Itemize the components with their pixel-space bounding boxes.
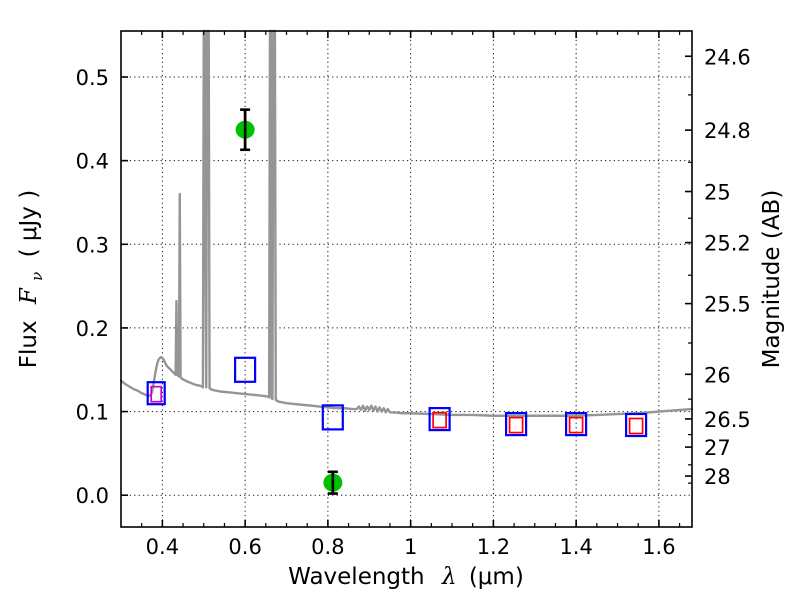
plot-frame bbox=[120, 30, 693, 528]
y-left-title-unit: ( μJy ) bbox=[16, 190, 42, 258]
photometry-square-outer bbox=[505, 412, 528, 437]
photometry-square-inner bbox=[628, 417, 644, 435]
y-right-tick-label: 25.5 bbox=[704, 293, 751, 317]
photometry-square-outer bbox=[321, 404, 344, 431]
y-left-tick-label: 0.4 bbox=[76, 150, 109, 174]
y-left-tick-label: 0.3 bbox=[76, 233, 109, 257]
y-left-title-plain: Flux bbox=[16, 320, 42, 368]
y-left-title-subscript: ν bbox=[28, 272, 46, 281]
photometry-square-inner bbox=[508, 416, 524, 434]
y-right-tick-label: 24.8 bbox=[704, 119, 751, 143]
y-right-tick-label: 25 bbox=[704, 181, 731, 205]
photometry-square-outer bbox=[624, 412, 648, 438]
y-right-tick-label: 25.2 bbox=[704, 232, 751, 256]
axis-ticks bbox=[121, 31, 692, 527]
model-spectrum-line bbox=[119, 29, 694, 417]
y-left-title-symbol: F bbox=[16, 287, 42, 305]
model-photometry-markers bbox=[146, 356, 648, 438]
observed-photometry-markers bbox=[235, 108, 343, 495]
x-tick-label: 1.6 bbox=[642, 535, 675, 559]
x-axis-title: Wavelength λ (μm) bbox=[288, 564, 524, 590]
photometry-square-inner bbox=[568, 416, 584, 434]
y-right-tick-label: 27 bbox=[704, 436, 731, 460]
x-tick-label: 0.4 bbox=[146, 535, 179, 559]
y-left-tick-label: 0.1 bbox=[76, 401, 109, 425]
x-tick-label: 0.8 bbox=[311, 535, 344, 559]
photometry-square-marker bbox=[624, 412, 648, 438]
x-tick-label: 1 bbox=[404, 535, 417, 559]
y-right-tick-label: 26.5 bbox=[704, 408, 751, 432]
photometry-square-inner bbox=[150, 385, 163, 403]
photometry-square-outer bbox=[146, 381, 166, 406]
y-left-axis-title: Flux F ν ( μJy ) bbox=[16, 190, 48, 368]
photometry-square-outer bbox=[428, 407, 451, 432]
photometry-square-marker bbox=[321, 404, 344, 431]
plot-background bbox=[121, 31, 692, 527]
y-right-axis-title-text: Magnitude (AB) bbox=[759, 190, 785, 369]
photometry-square-marker bbox=[146, 381, 166, 406]
x-tick-label: 1.4 bbox=[559, 535, 592, 559]
x-axis-title-plain: Wavelength bbox=[288, 564, 424, 590]
x-tick-label: 0.6 bbox=[228, 535, 261, 559]
y-right-tick-label: 26 bbox=[704, 363, 731, 387]
y-right-tick-label: 28 bbox=[704, 465, 731, 489]
photometry-square-marker bbox=[428, 407, 451, 432]
photometry-square-marker bbox=[505, 412, 528, 437]
photometry-square-inner bbox=[432, 411, 447, 429]
x-axis-title-unit: (μm) bbox=[469, 564, 524, 590]
y-right-axis-title: Magnitude (AB) bbox=[759, 190, 785, 369]
y-right-tick-label: 24.6 bbox=[704, 45, 751, 69]
y-left-tick-label: 0.5 bbox=[76, 66, 109, 90]
axis-tick-labels: 0.4 0.6 0.8 1 1.2 1.4 1.6 0.0 0.1 0.2 0.3 0.4 0.5 24.… bbox=[76, 45, 751, 559]
photometry-square-outer bbox=[234, 356, 257, 383]
detection-point-group bbox=[323, 470, 343, 495]
y-left-axis-title-text: Flux F ν ( μJy ) bbox=[16, 190, 48, 368]
grid-lines bbox=[121, 31, 692, 527]
detection-point-group bbox=[235, 108, 255, 152]
photometry-square-outer bbox=[564, 412, 588, 437]
photometry-square-marker bbox=[234, 356, 257, 383]
photometry-square-marker bbox=[564, 412, 588, 437]
x-axis-title-symbol: λ bbox=[441, 564, 457, 590]
y-left-tick-label: 0.0 bbox=[76, 484, 109, 508]
x-tick-label: 1.2 bbox=[477, 535, 510, 559]
y-left-tick-label: 0.2 bbox=[76, 317, 109, 341]
x-axis-title-text: Wavelength λ (μm) bbox=[288, 564, 524, 590]
